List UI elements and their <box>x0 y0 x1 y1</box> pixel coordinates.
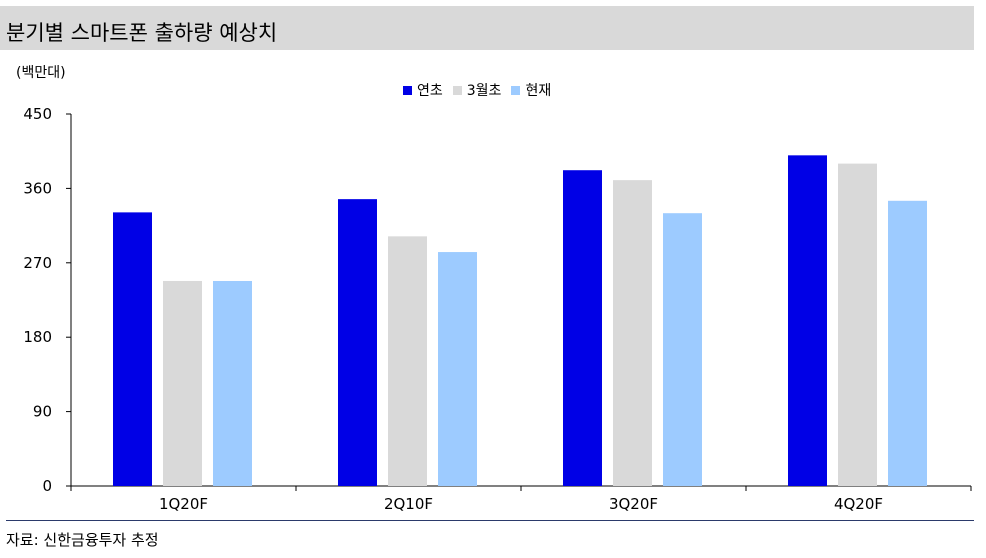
bar-연초-2Q10F <box>338 199 377 486</box>
legend-swatch-current <box>511 85 521 95</box>
x-category-label: 3Q20F <box>609 495 658 513</box>
source-divider <box>6 520 974 521</box>
x-category-label: 2Q10F <box>384 495 433 513</box>
y-tick-label: 360 <box>23 179 52 197</box>
legend-label-current: 현재 <box>525 83 552 99</box>
y-unit-label: (백만대) <box>16 65 66 81</box>
legend-item-start-of-year: 연초 <box>403 80 443 100</box>
source-note: 자료: 신한금융투자 추정 <box>6 531 159 549</box>
bar-현재-2Q10F <box>438 252 477 486</box>
x-category-label: 1Q20F <box>159 495 208 513</box>
bar-현재-3Q20F <box>663 213 702 486</box>
x-category-label: 4Q20F <box>834 495 883 513</box>
bar-연초-4Q20F <box>788 155 827 487</box>
y-tick-label: 180 <box>23 328 52 346</box>
legend: 연초 3월초 현재 <box>403 80 551 100</box>
title-bar: 분기별 스마트폰 출하량 예상치 <box>0 6 974 50</box>
bar-3월초-1Q20F <box>163 280 202 486</box>
bar-현재-4Q20F <box>888 200 927 487</box>
legend-label-early-march: 3월초 <box>466 83 502 99</box>
chart-title: 분기별 스마트폰 출하량 예상치 <box>6 21 278 45</box>
y-tick-label: 270 <box>23 254 52 272</box>
bar-3월초-3Q20F <box>613 180 652 486</box>
y-tick-label: 0 <box>42 477 52 495</box>
legend-label-start-of-year: 연초 <box>417 83 443 99</box>
bar-연초-1Q20F <box>113 212 152 486</box>
bar-3월초-4Q20F <box>838 163 877 486</box>
y-tick-label: 450 <box>23 105 52 123</box>
bar-연초-3Q20F <box>563 170 602 487</box>
y-tick-label: 90 <box>33 403 52 421</box>
legend-item-current: 현재 <box>511 80 551 100</box>
legend-item-early-march: 3월초 <box>452 80 502 100</box>
bar-3월초-2Q10F <box>388 236 427 486</box>
legend-swatch-early-march <box>452 85 462 95</box>
bar-현재-1Q20F <box>213 280 252 486</box>
legend-swatch-start-of-year <box>403 85 412 95</box>
